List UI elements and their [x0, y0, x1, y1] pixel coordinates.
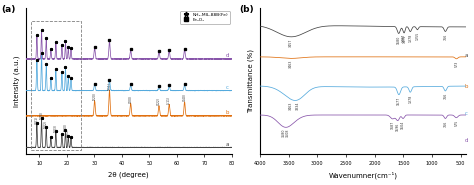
Text: 3463: 3463	[289, 101, 293, 110]
Text: (400): (400)	[128, 94, 133, 102]
Text: 573: 573	[455, 60, 458, 67]
Text: 1580: 1580	[397, 35, 401, 44]
Text: (200): (200)	[64, 122, 67, 131]
Text: 3508: 3508	[286, 129, 290, 137]
Text: 3463: 3463	[289, 60, 293, 68]
Text: b: b	[465, 84, 468, 89]
Text: 1504: 1504	[401, 120, 405, 129]
Text: b: b	[226, 110, 229, 115]
Bar	[31, 21, 81, 150]
Text: (511): (511)	[167, 96, 171, 104]
Text: (220): (220)	[92, 92, 97, 100]
Text: a: a	[465, 53, 468, 58]
Text: (103): (103)	[54, 124, 58, 132]
Text: 1479: 1479	[402, 34, 407, 43]
Legend: NH₂-MIL-88B(Fe), Fe₃O₄: NH₂-MIL-88B(Fe), Fe₃O₄	[180, 11, 230, 24]
Text: d: d	[465, 138, 468, 143]
X-axis label: Wavenumner(cm⁻¹): Wavenumner(cm⁻¹)	[328, 172, 398, 179]
Text: c: c	[465, 111, 468, 116]
Y-axis label: Intensity (a.u.): Intensity (a.u.)	[14, 55, 20, 107]
Text: 1497: 1497	[401, 34, 405, 42]
Text: 1255: 1255	[415, 32, 419, 40]
Text: (b): (b)	[239, 6, 254, 14]
Y-axis label: Transmittance (%): Transmittance (%)	[248, 49, 255, 113]
Text: (440): (440)	[182, 93, 187, 101]
Text: 766: 766	[443, 93, 447, 99]
Text: 1577: 1577	[397, 97, 401, 105]
Text: (311): (311)	[108, 82, 111, 90]
Text: (001): (001)	[35, 116, 39, 124]
Text: (102): (102)	[44, 120, 48, 128]
Text: 3580: 3580	[282, 129, 286, 137]
Text: 1596: 1596	[396, 123, 400, 131]
Text: 766: 766	[443, 33, 447, 40]
Text: 3334: 3334	[296, 102, 300, 110]
Text: c: c	[226, 85, 229, 90]
Text: (422): (422)	[157, 97, 161, 105]
Text: 766: 766	[443, 120, 447, 127]
Text: (a): (a)	[1, 6, 15, 14]
Text: (100): (100)	[39, 111, 44, 119]
Text: 575: 575	[454, 120, 458, 126]
Text: d: d	[226, 53, 229, 58]
Text: 1378: 1378	[408, 94, 412, 102]
Text: (201): (201)	[66, 129, 70, 137]
Text: 1378: 1378	[408, 33, 412, 42]
Text: 3457: 3457	[289, 39, 293, 47]
Text: 1687: 1687	[391, 121, 394, 129]
X-axis label: 2θ (degree): 2θ (degree)	[109, 172, 149, 179]
Text: a: a	[226, 142, 229, 147]
